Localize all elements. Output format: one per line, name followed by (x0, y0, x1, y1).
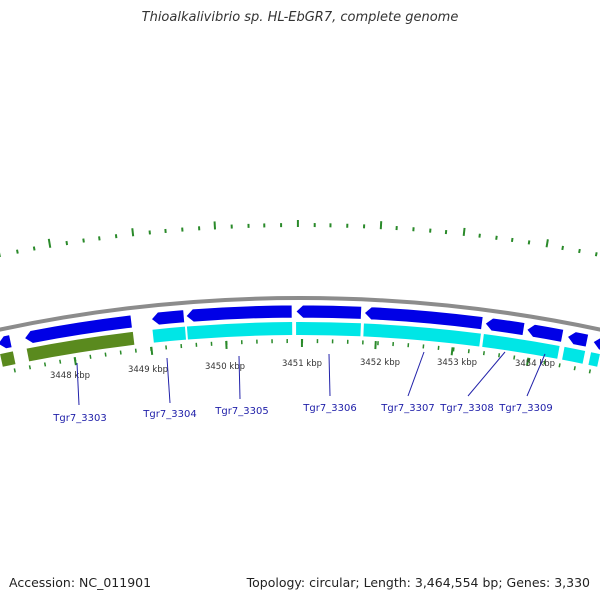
scale-tick (28, 365, 32, 370)
forward-gene (295, 304, 363, 320)
forward-gene (150, 309, 186, 326)
scale-tick (89, 354, 92, 359)
gene-label: Tgr7_3308 (439, 403, 493, 414)
scale-tick (588, 369, 592, 374)
gene-callout-line (407, 351, 425, 397)
scale-major-tick (450, 347, 454, 356)
gc-tick (131, 228, 135, 237)
scale-tick (543, 360, 546, 365)
gc-tick (98, 236, 101, 241)
gc-tick (47, 238, 52, 248)
gene-label: Tgr7_3307 (380, 403, 434, 414)
reverse-gene (152, 326, 187, 343)
reverse-gene (482, 333, 560, 359)
scale-major-tick (150, 346, 154, 355)
scale-tick (59, 359, 62, 364)
scale-major-tick (73, 357, 77, 366)
gc-tick (16, 249, 19, 254)
map-title: Thioalkalivibrio sp. HL-EbGR7, complete … (141, 10, 459, 25)
scale-label: 3453 kbp (437, 358, 477, 368)
gc-tick (462, 227, 466, 236)
forward-gene (484, 317, 526, 337)
scale-label: 3448 kbp (50, 371, 90, 381)
forward-gene (363, 306, 484, 331)
gene-callout-line (526, 353, 546, 397)
reverse-gene (296, 322, 361, 337)
scale-tick (498, 353, 501, 358)
gene-callout-line (467, 351, 506, 397)
forward-gene (526, 323, 565, 343)
scale-label: 3451 kbp (282, 359, 322, 369)
gc-tick (545, 239, 549, 248)
gene-callout-line (238, 355, 241, 400)
gc-tick (594, 252, 598, 257)
gene-callout-line (328, 353, 331, 397)
scale-tick (528, 357, 531, 363)
gc-tick (82, 238, 85, 243)
scale-major-tick (526, 357, 530, 366)
genome-backbone (0, 296, 600, 332)
forward-gene (185, 304, 293, 323)
gc-tick (578, 248, 581, 254)
gene-callout-line (166, 357, 171, 404)
gc-tick (510, 237, 514, 243)
gene-label: Tgr7_3306 (302, 403, 356, 414)
topology-label: Topology: circular; Length: 3,464,554 bp… (246, 575, 590, 590)
reverse-gene (588, 352, 600, 367)
forward-gene (566, 331, 590, 348)
forward-gene (24, 314, 133, 344)
scale-tick (104, 352, 107, 357)
rna-feature (0, 351, 16, 367)
scale-label: 3452 kbp (360, 358, 400, 368)
scale-tick (119, 350, 122, 355)
gene-label: Tgr7_3304 (142, 409, 196, 420)
gc-tick (495, 235, 498, 240)
scale-label: 3450 kbp (205, 362, 245, 372)
scale-label: 3454 kbp (515, 359, 555, 369)
scale-label: 3449 kbp (128, 365, 168, 375)
scale-tick (573, 366, 576, 371)
scale-tick (13, 368, 16, 373)
rna-feature (26, 331, 135, 362)
gc-tick (65, 240, 69, 246)
gc-tick (32, 246, 36, 251)
reverse-gene (562, 346, 586, 364)
gc-tick (527, 240, 531, 245)
scale-tick (43, 362, 47, 367)
accession-label: Accession: NC_011901 (9, 575, 152, 590)
gc-tick (561, 245, 564, 251)
scale-tick (558, 363, 561, 368)
scale-tick (513, 355, 516, 360)
gene-label: Tgr7_3303 (52, 413, 106, 424)
scale-tick (482, 351, 485, 356)
forward-gene (0, 334, 13, 350)
gene-label: Tgr7_3309 (498, 403, 552, 414)
gene-label: Tgr7_3305 (214, 406, 268, 417)
reverse-gene (186, 322, 293, 340)
gene-callout-line (76, 362, 80, 406)
forward-gene (592, 337, 600, 351)
reverse-gene (363, 323, 481, 347)
